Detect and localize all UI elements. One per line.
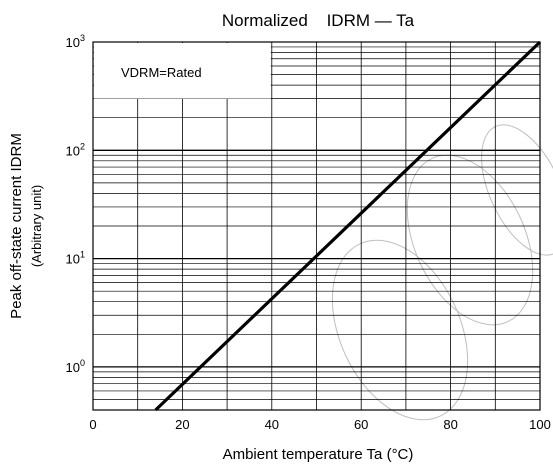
x-tick-label: 40 [265,417,279,432]
plot-frame [92,41,541,411]
y-tick-base: 10 [66,35,80,50]
y-tick-label: 101 [66,250,85,267]
chart-title-prefix: Normalized [222,11,308,30]
x-tick-label: 60 [354,417,368,432]
series-line-0 [154,40,542,412]
x-tick-label: 80 [443,417,457,432]
y-tick-label: 103 [66,33,85,50]
x-tick-label: 0 [89,417,96,432]
chart-title-formula: IDRM — Ta [327,11,415,30]
chart-title: Normalized IDRM — Ta [222,11,415,30]
y-tick-exponent: 3 [80,33,85,43]
y-axis-label-group: Peak off-state current IDRM [8,133,25,319]
annotation-box [94,43,271,99]
series-layer [154,40,542,412]
x-tick-label: 100 [529,417,551,432]
watermark-logo [331,124,553,421]
y-tick-exponent: 0 [80,358,85,368]
y-tick-label: 102 [66,141,85,158]
y-axis-sublabel-group: (Arbitrary unit) [29,185,44,267]
x-tick-labels: 0 20 40 60 80 100 [89,417,550,432]
y-axis-sublabel: (Arbitrary unit) [29,185,44,267]
y-tick-base: 10 [66,360,80,375]
x-axis-label: Ambient temperature Ta (°C) [223,446,414,463]
y-axis-label: Peak off-state current IDRM [8,133,25,319]
annotation-text: VDRM=Rated [121,65,202,80]
y-tick-exponent: 2 [80,141,85,151]
x-tick-label: 20 [175,417,189,432]
y-tick-exponent: 1 [80,250,85,260]
watermark-shape [331,239,469,421]
y-tick-base: 10 [66,252,80,267]
y-tick-base: 10 [66,143,80,158]
y-tick-label: 100 [66,358,85,375]
